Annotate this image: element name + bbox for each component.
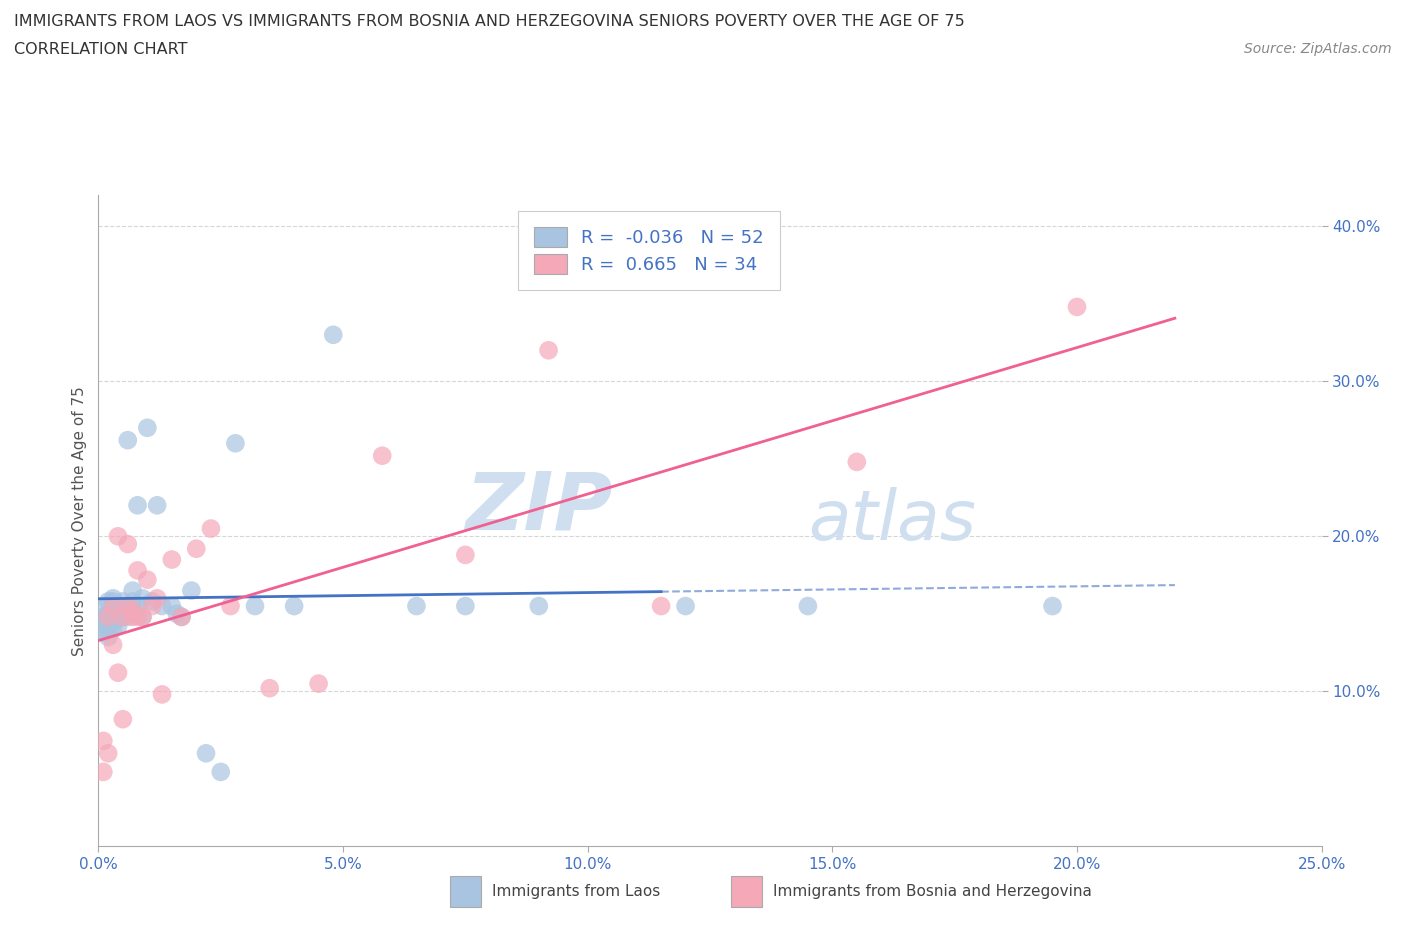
Point bbox=[131, 609, 153, 624]
Point bbox=[127, 599, 149, 614]
Point bbox=[101, 594, 124, 609]
Point bbox=[121, 609, 143, 624]
Point bbox=[527, 599, 550, 614]
Point bbox=[131, 591, 153, 605]
Point bbox=[101, 599, 124, 614]
Point bbox=[107, 665, 129, 680]
Point bbox=[283, 599, 305, 614]
Point bbox=[117, 432, 139, 447]
Point bbox=[166, 606, 188, 621]
Point bbox=[170, 609, 193, 624]
Point bbox=[405, 599, 427, 614]
Point bbox=[97, 614, 120, 629]
Point bbox=[97, 622, 120, 637]
Point bbox=[308, 676, 330, 691]
Point bbox=[111, 594, 134, 609]
Point bbox=[117, 599, 139, 614]
Point bbox=[845, 455, 868, 470]
Point bbox=[91, 618, 114, 632]
Point bbox=[537, 343, 560, 358]
Point bbox=[91, 599, 114, 614]
Point bbox=[121, 604, 143, 618]
Legend: R =  -0.036   N = 52, R =  0.665   N = 34: R = -0.036 N = 52, R = 0.665 N = 34 bbox=[517, 211, 780, 290]
Point bbox=[97, 606, 120, 621]
Text: Source: ZipAtlas.com: Source: ZipAtlas.com bbox=[1244, 42, 1392, 56]
Point bbox=[146, 498, 169, 512]
Point bbox=[101, 637, 124, 652]
Point bbox=[219, 599, 242, 614]
Point bbox=[141, 594, 163, 609]
Point bbox=[121, 594, 143, 609]
Point bbox=[150, 599, 173, 614]
Text: Immigrants from Bosnia and Herzegovina: Immigrants from Bosnia and Herzegovina bbox=[773, 884, 1092, 898]
Point bbox=[186, 541, 208, 556]
Point bbox=[91, 609, 114, 624]
Text: Immigrants from Laos: Immigrants from Laos bbox=[492, 884, 661, 898]
Point bbox=[160, 552, 183, 567]
Point bbox=[454, 548, 477, 563]
Point bbox=[101, 614, 124, 629]
Point bbox=[97, 594, 120, 609]
Point bbox=[97, 630, 120, 644]
Point bbox=[209, 764, 232, 779]
Point bbox=[117, 609, 139, 624]
Point bbox=[136, 572, 159, 587]
Point bbox=[131, 609, 153, 624]
Point bbox=[127, 609, 149, 624]
Point bbox=[127, 498, 149, 512]
Point bbox=[101, 622, 124, 637]
Point bbox=[1066, 299, 1088, 314]
Point bbox=[200, 521, 222, 536]
Point bbox=[136, 420, 159, 435]
Point bbox=[121, 583, 143, 598]
Point bbox=[170, 609, 193, 624]
Point bbox=[650, 599, 672, 614]
Point bbox=[107, 606, 129, 621]
Point bbox=[150, 687, 173, 702]
Point bbox=[101, 591, 124, 605]
Point bbox=[117, 537, 139, 551]
Point bbox=[259, 681, 281, 696]
Point bbox=[797, 599, 820, 614]
Point bbox=[322, 327, 344, 342]
Point bbox=[180, 583, 202, 598]
Point bbox=[224, 436, 246, 451]
Point bbox=[454, 599, 477, 614]
Point bbox=[243, 599, 266, 614]
Point bbox=[97, 746, 120, 761]
Point bbox=[107, 611, 129, 626]
Point bbox=[121, 604, 143, 618]
Text: CORRELATION CHART: CORRELATION CHART bbox=[14, 42, 187, 57]
Point bbox=[107, 599, 129, 614]
Point bbox=[111, 711, 134, 726]
Point bbox=[371, 448, 394, 463]
Point bbox=[91, 764, 114, 779]
Point bbox=[117, 599, 139, 614]
Text: IMMIGRANTS FROM LAOS VS IMMIGRANTS FROM BOSNIA AND HERZEGOVINA SENIORS POVERTY O: IMMIGRANTS FROM LAOS VS IMMIGRANTS FROM … bbox=[14, 14, 965, 29]
Point bbox=[1042, 599, 1064, 614]
Text: ZIP: ZIP bbox=[465, 469, 612, 547]
Point bbox=[101, 609, 124, 624]
Point bbox=[675, 599, 697, 614]
Point bbox=[127, 563, 149, 578]
Point bbox=[107, 618, 129, 633]
Point bbox=[160, 599, 183, 614]
Text: atlas: atlas bbox=[808, 487, 976, 554]
Point bbox=[141, 599, 163, 614]
Point bbox=[91, 625, 114, 640]
Y-axis label: Seniors Poverty Over the Age of 75: Seniors Poverty Over the Age of 75 bbox=[72, 386, 87, 656]
Point bbox=[97, 609, 120, 624]
Point bbox=[107, 529, 129, 544]
Point bbox=[195, 746, 218, 761]
Point bbox=[111, 604, 134, 618]
Point bbox=[101, 604, 124, 618]
Point bbox=[91, 734, 114, 749]
Point bbox=[111, 609, 134, 624]
Point bbox=[146, 591, 169, 605]
Point bbox=[111, 609, 134, 624]
